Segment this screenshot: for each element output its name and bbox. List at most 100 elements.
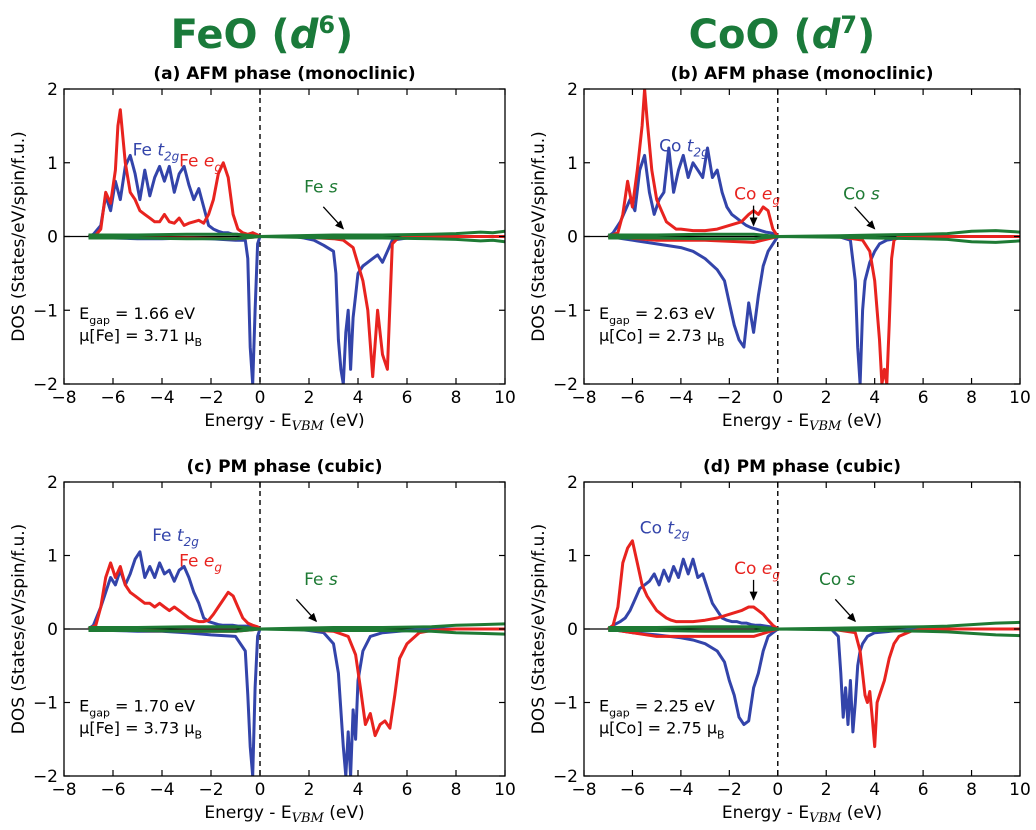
s-arrow — [322, 206, 344, 230]
title-feo: FeO (d6) — [171, 11, 354, 58]
label-eg: Co eg — [734, 559, 780, 582]
y-tick-label: 2 — [567, 473, 578, 493]
label-s: Co s — [819, 570, 856, 590]
label-eg-ital: e — [762, 559, 772, 579]
series-group — [87, 108, 505, 384]
label-s-base: Fe — [304, 570, 329, 590]
label-t2g-ital: t — [177, 526, 185, 546]
label-eg-ital: e — [762, 185, 772, 205]
label-eg-base: Fe — [179, 151, 204, 171]
s-arrow — [834, 598, 856, 623]
egap-label: E — [599, 696, 609, 715]
series-t2g-line — [607, 235, 1020, 384]
label-eg-sub: g — [772, 194, 780, 208]
moment-value: = 3.71 μ — [120, 326, 194, 345]
x-axis-label-base: Energy - E — [204, 411, 291, 431]
x-axis-label-sub: VBM — [292, 419, 325, 434]
series-eg-line — [607, 89, 780, 238]
egap-label: E — [79, 304, 89, 323]
series-eg-line — [607, 539, 779, 631]
x-axis-label-unit: (eV) — [324, 803, 365, 823]
x-tick-label: 2 — [304, 780, 315, 800]
label-t2g-sub: 2g — [693, 146, 709, 160]
egap-label: E — [79, 696, 89, 715]
x-tick-label: −4 — [668, 388, 693, 408]
x-tick-label: 4 — [869, 388, 880, 408]
x-tick-label: 4 — [869, 780, 880, 800]
series-t2g-line — [607, 627, 1020, 734]
label-t2g: Co t2g — [659, 137, 709, 160]
x-tick-label: −6 — [620, 388, 645, 408]
series-group — [607, 539, 1020, 749]
panel-title-d: (d) PM phase (cubic) — [703, 457, 901, 477]
series-s-line — [608, 620, 1020, 631]
moment-text: μ[Co] = 2.75 μB — [599, 718, 725, 741]
egap-text: Egap = 2.63 eV — [599, 304, 715, 327]
x-tick-label: 10 — [1009, 780, 1031, 800]
x-axis-label: Energy - EVBM (eV) — [204, 411, 364, 434]
label-eg: Fe eg — [179, 151, 222, 174]
x-tick-label: −6 — [100, 780, 125, 800]
x-tick-label: 4 — [353, 780, 364, 800]
y-tick-label: −1 — [553, 694, 578, 714]
label-t2g-base: Fe — [152, 526, 177, 546]
panel-b: (b) AFM phase (monoclinic) −8 −6 −4 −2 0 2 4 6 8 1… — [529, 64, 1031, 434]
s-arrow — [295, 598, 318, 623]
x-tick-label: 8 — [966, 780, 977, 800]
x-axis-label: Energy - EVBM (eV) — [204, 803, 364, 826]
x-tick-label: −8 — [571, 780, 596, 800]
x-tick-label: −8 — [571, 388, 596, 408]
x-tick-label: 2 — [304, 388, 315, 408]
panels: (a) AFM phase (monoclinic) −8 −6 −4 −2 0 2 4 6 8 1… — [9, 64, 1031, 826]
series-eg-line — [607, 627, 1020, 749]
y-tick-label: 0 — [47, 228, 58, 248]
x-tick-label: 6 — [918, 780, 929, 800]
label-t2g-ital: t — [157, 140, 165, 160]
x-axis-label: Energy - EVBM (eV) — [722, 411, 882, 434]
x-tick-label: −4 — [149, 388, 174, 408]
label-s: Fe s — [304, 177, 338, 197]
label-eg-sub: g — [214, 160, 222, 174]
label-s-ital: s — [871, 185, 880, 205]
label-t2g: Co t2g — [640, 518, 690, 541]
label-t2g-ital: t — [667, 518, 675, 538]
x-axis-label-base: Energy - E — [204, 803, 291, 823]
x-tick-label: 6 — [918, 388, 929, 408]
moment-text: μ[Fe] = 3.73 μB — [79, 718, 202, 741]
moment-sub: B — [194, 728, 202, 741]
egap-value: = 2.63 eV — [630, 304, 715, 323]
label-eg-base: Co — [734, 559, 762, 579]
x-axis-label-sub: VBM — [292, 811, 325, 826]
x-tick-label: 6 — [402, 388, 413, 408]
y-tick-label: −2 — [553, 375, 578, 395]
x-tick-label: 0 — [255, 780, 266, 800]
x-tick-label: 4 — [353, 388, 364, 408]
x-tick-label: −2 — [717, 388, 742, 408]
x-tick-label: −2 — [717, 780, 742, 800]
label-eg-base: Fe — [179, 552, 204, 572]
x-tick-label: −4 — [668, 780, 693, 800]
moment-value: = 2.75 μ — [643, 718, 717, 737]
egap-value: = 2.25 eV — [630, 696, 715, 715]
y-tick-label: −2 — [553, 767, 578, 787]
y-tick-label: 1 — [567, 154, 578, 174]
y-tick-label: 1 — [47, 547, 58, 567]
y-tick-label: 2 — [47, 473, 58, 493]
x-axis-label-sub: VBM — [809, 419, 842, 434]
label-s: Co s — [843, 185, 880, 205]
label-s: Fe s — [304, 570, 338, 590]
x-axis-label-base: Energy - E — [722, 411, 809, 431]
y-tick-label: −1 — [553, 301, 578, 321]
label-eg: Fe eg — [179, 552, 222, 575]
x-axis-label-unit: (eV) — [324, 411, 365, 431]
egap-text: Egap = 1.66 eV — [79, 304, 195, 327]
moment-value: = 2.73 μ — [643, 326, 717, 345]
moment-text: μ[Co] = 2.73 μB — [599, 326, 725, 349]
x-tick-label: −6 — [100, 388, 125, 408]
series-s-line — [608, 235, 1020, 244]
x-axis-label-base: Energy - E — [722, 803, 809, 823]
label-s-ital: s — [329, 177, 338, 197]
moment-text: μ[Fe] = 3.71 μB — [79, 326, 202, 349]
label-t2g-sub: 2g — [674, 527, 690, 541]
